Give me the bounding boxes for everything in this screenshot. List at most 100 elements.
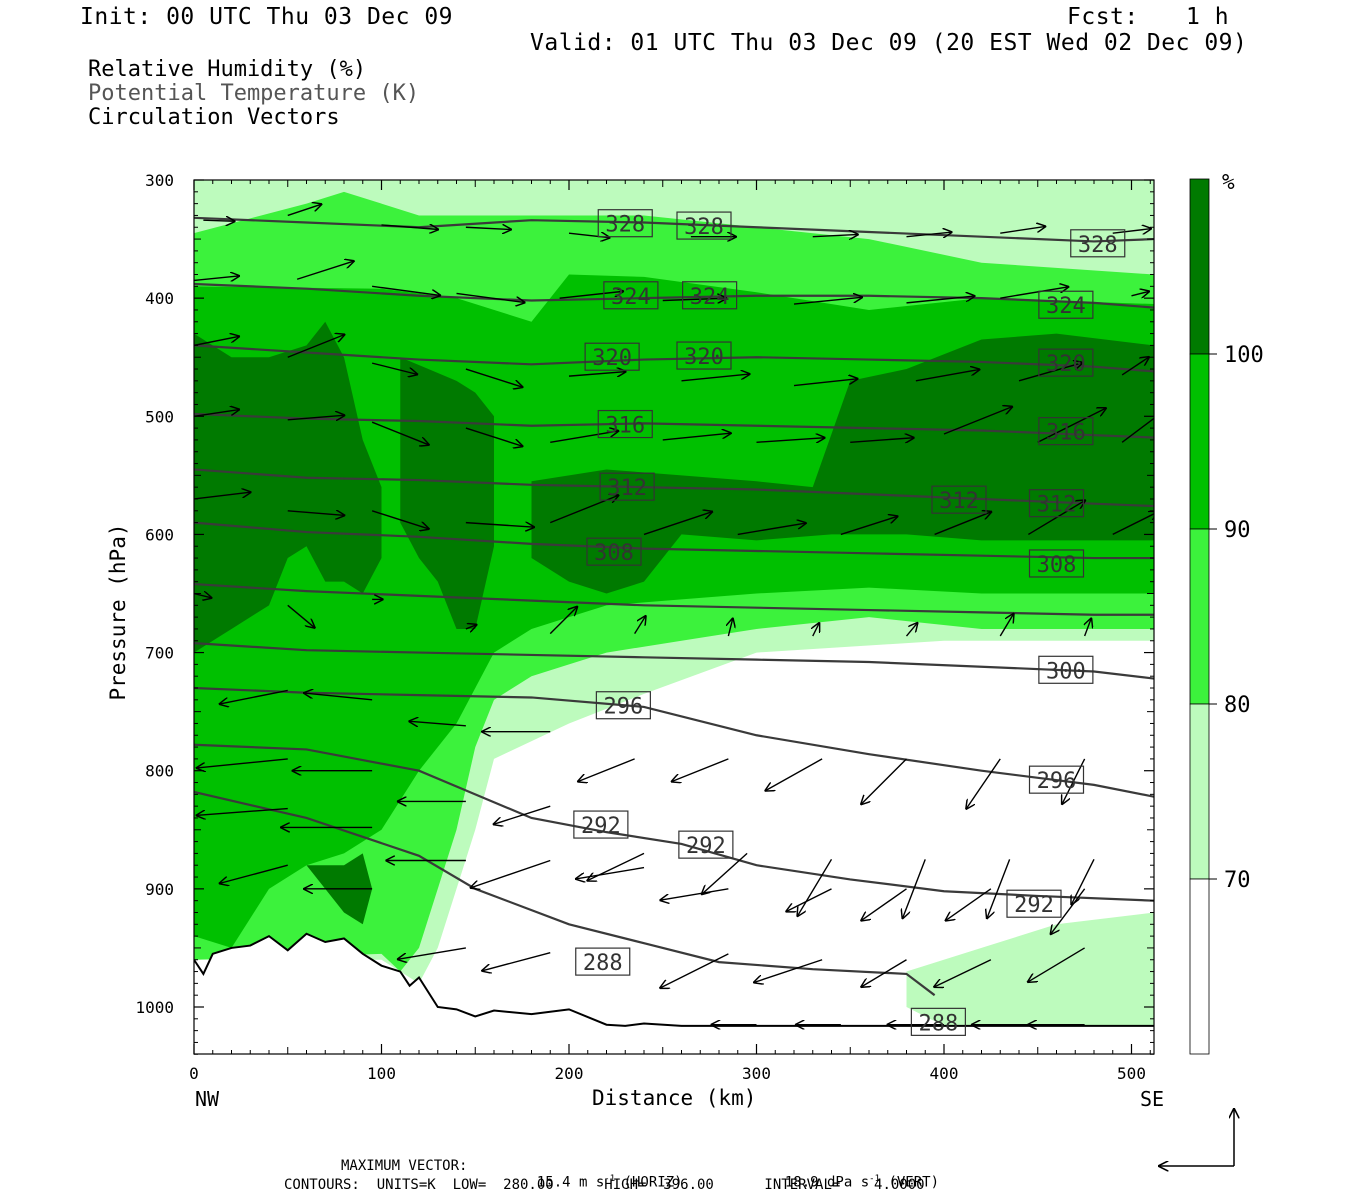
- contour-label-10: 316: [1038, 417, 1094, 446]
- y-tick-label: 900: [145, 880, 174, 899]
- svg-text:316: 316: [1046, 421, 1086, 446]
- circulation-vector-18: [1000, 287, 1069, 299]
- x-tick-label: 100: [367, 1064, 396, 1083]
- x-axis-title: Distance (km): [592, 1086, 757, 1110]
- circulation-vector-95: [397, 947, 466, 960]
- circulation-vector-3: [465, 227, 512, 229]
- circulation-vector-29: [1121, 357, 1150, 376]
- circulation-vector-14: [559, 291, 624, 299]
- circulation-vector-69: [765, 758, 823, 791]
- circulation-vector-86: [470, 859, 551, 889]
- y-tick-label: 500: [145, 407, 174, 426]
- circulation-vector-61: [999, 613, 1014, 637]
- circulation-vector-19: [1131, 291, 1150, 296]
- circulation-vector-78: [701, 852, 748, 894]
- rh-region-4: [194, 321, 382, 653]
- max-vector-label: MAXIMUM VECTOR:: [341, 1158, 468, 1174]
- y-tick-label: 600: [145, 525, 174, 544]
- circulation-vector-13: [456, 292, 526, 302]
- contour-label-14: 308: [586, 537, 642, 566]
- circulation-vector-15: [662, 298, 727, 300]
- circulation-vector-59: [813, 622, 820, 637]
- max-vector-horiz-value: 15.4 m s: [536, 1174, 605, 1191]
- svg-text:328: 328: [605, 213, 645, 238]
- reference-vector: [1158, 1108, 1234, 1166]
- circulation-vector-81: [987, 859, 1011, 919]
- circulation-vector-100: [933, 959, 992, 988]
- isentrope-292: [194, 743, 1154, 902]
- circulation-vector-80: [902, 859, 926, 919]
- svg-text:324: 324: [611, 285, 651, 310]
- circulation-vector-68: [671, 758, 729, 782]
- circulation-vector-36: [756, 438, 826, 443]
- y-axis-title: Pressure (hPa): [106, 523, 130, 701]
- circulation-vector-101: [1027, 947, 1085, 983]
- svg-text:324: 324: [690, 285, 730, 310]
- circulation-vector-46: [643, 511, 713, 536]
- circulation-vector-23: [465, 368, 524, 387]
- circulation-vector-76: [493, 805, 551, 824]
- circulation-vector-38: [943, 406, 1013, 435]
- field-vectors-label: Circulation Vectors: [88, 105, 340, 130]
- svg-text:308: 308: [594, 541, 634, 566]
- circulation-vector-42: [287, 511, 346, 516]
- colorbar-band-4: [1189, 878, 1210, 1055]
- contours-info: CONTOURS: UNITS=K LOW= 280.00 HIGH= 396.…: [284, 1177, 925, 1193]
- isentrope-296: [194, 686, 1154, 798]
- circulation-vector-1: [287, 204, 323, 217]
- circulation-vector-56: [549, 606, 578, 635]
- colorbar: 100 90 80 70: [1189, 178, 1264, 1055]
- circulation-vector-10: [194, 276, 240, 281]
- isentrope-308: [194, 521, 1154, 560]
- max-vector-horiz-unit: (HORIZ): [623, 1174, 683, 1191]
- circulation-vector-83: [196, 807, 288, 816]
- contour-label-6: 320: [584, 342, 640, 371]
- svg-text:296: 296: [1037, 769, 1077, 794]
- colorbar-unit: %: [1222, 170, 1235, 194]
- contour-label-9: 316: [597, 409, 653, 439]
- contour-label-17: 296: [595, 691, 651, 720]
- circulation-vector-20: [194, 336, 240, 347]
- rh-region-1: [906, 912, 1154, 1026]
- circulation-vector-43: [371, 510, 430, 529]
- svg-text:300: 300: [1046, 659, 1086, 684]
- circulation-vector-55: [465, 624, 478, 629]
- circulation-vector-32: [371, 421, 430, 445]
- svg-text:292: 292: [1014, 893, 1054, 918]
- circulation-vector-71: [966, 758, 1001, 810]
- circulation-vector-34: [550, 431, 619, 443]
- svg-text:320: 320: [684, 345, 724, 370]
- circulation-vector-30: [194, 409, 240, 417]
- y-tick-label: 700: [145, 644, 174, 663]
- svg-text:312: 312: [1037, 493, 1077, 518]
- contour-label-8: 320: [1038, 348, 1094, 377]
- rh-region-6: [531, 333, 1154, 594]
- circulation-vector-96: [481, 951, 551, 971]
- isentrope-304: [194, 582, 1154, 616]
- contour-label-5: 324: [1038, 290, 1094, 319]
- circulation-vector-33: [465, 427, 524, 446]
- forecast-value: 1 h: [1186, 4, 1230, 30]
- x-tick-label: 200: [555, 1064, 584, 1083]
- circulation-vector-99: [861, 959, 907, 988]
- x-end-label-right: SE: [1140, 1087, 1165, 1111]
- svg-text:312: 312: [607, 476, 647, 501]
- circulation-vector-44: [465, 523, 535, 528]
- circulation-vector-92: [1050, 888, 1086, 935]
- circulation-vector-48: [840, 516, 899, 536]
- max-vector-vert-value: 18.9 dPa s: [784, 1174, 870, 1191]
- circulation-vector-28: [1018, 362, 1083, 382]
- x-tick-label: 300: [742, 1064, 771, 1083]
- contour-label-23: 288: [910, 1007, 966, 1036]
- isentrope-312: [194, 468, 1154, 508]
- max-vector-vert-unit: (VERT): [888, 1174, 940, 1191]
- circulation-vector-62: [1085, 618, 1092, 637]
- circulation-vector-57: [634, 615, 647, 635]
- circulation-vector-79: [797, 858, 833, 917]
- colorbar-tick-label: 100: [1224, 343, 1264, 368]
- circulation-vector-90: [861, 888, 907, 921]
- circulation-vector-91: [945, 888, 992, 921]
- circulation-vector-70: [861, 758, 907, 805]
- valid-time: Valid: 01 UTC Thu 03 Dec 09 (20 EST Wed …: [530, 30, 1248, 56]
